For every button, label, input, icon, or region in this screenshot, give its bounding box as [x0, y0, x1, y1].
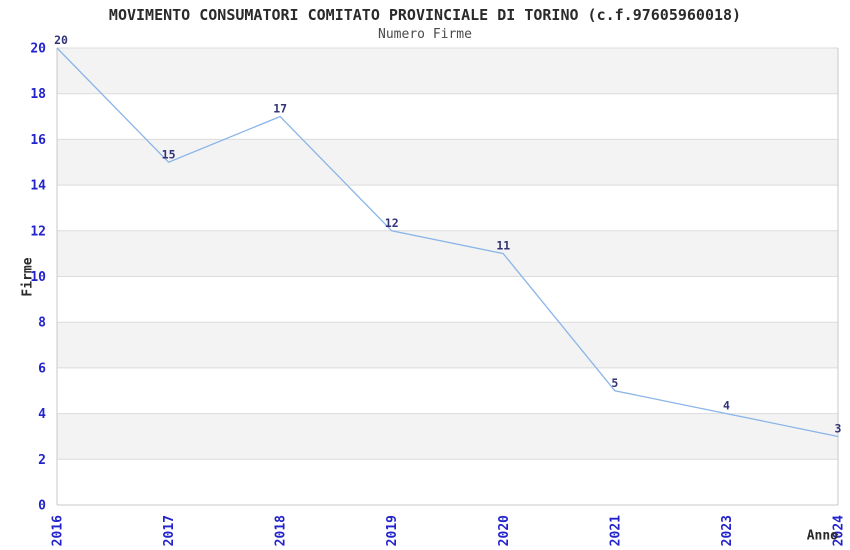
- y-tick-label: 8: [38, 316, 46, 331]
- chart-title: MOVIMENTO CONSUMATORI COMITATO PROVINCIA…: [108, 6, 742, 24]
- y-tick-label: 4: [38, 407, 46, 422]
- data-point-label: 5: [611, 376, 618, 390]
- plot-band: [57, 48, 838, 94]
- x-tick-label: 2019: [385, 515, 400, 546]
- data-point-label: 15: [162, 147, 176, 161]
- plot-band: [57, 230, 838, 277]
- plot-band: [57, 139, 838, 186]
- x-tick-label: 2018: [274, 515, 289, 546]
- chart-subtitle: Numero Firme: [378, 27, 472, 42]
- y-tick-label: 18: [30, 87, 46, 102]
- y-axis-title: Firme: [20, 257, 36, 297]
- data-point-label: 20: [54, 33, 68, 47]
- y-tick-label: 12: [30, 224, 46, 239]
- y-tick-label: 0: [38, 499, 46, 514]
- data-point-label: 17: [273, 102, 287, 116]
- x-tick-label: 2021: [608, 515, 623, 546]
- x-tick-label: 2017: [162, 515, 177, 546]
- x-tick-label: 2024: [832, 515, 847, 546]
- data-series-line: [56, 47, 839, 438]
- data-point-label: 4: [723, 399, 730, 413]
- data-point-label: 12: [385, 216, 399, 230]
- y-tick-label: 20: [30, 42, 46, 57]
- y-tick-label: 10: [30, 270, 46, 285]
- x-axis-title: Anno: [806, 528, 838, 544]
- x-tick-label: 2020: [497, 515, 512, 546]
- plot-band: [57, 413, 838, 460]
- x-tick-label: 2016: [51, 515, 66, 546]
- y-tick-label: 14: [30, 179, 46, 194]
- x-tick-label: 2023: [720, 515, 735, 546]
- data-point-label: 11: [496, 239, 510, 253]
- y-tick-label: 2: [38, 453, 46, 468]
- data-point-label: 3: [835, 421, 842, 435]
- y-tick-label: 6: [38, 361, 46, 376]
- y-tick-label: 16: [30, 133, 46, 148]
- plot-band: [57, 322, 838, 368]
